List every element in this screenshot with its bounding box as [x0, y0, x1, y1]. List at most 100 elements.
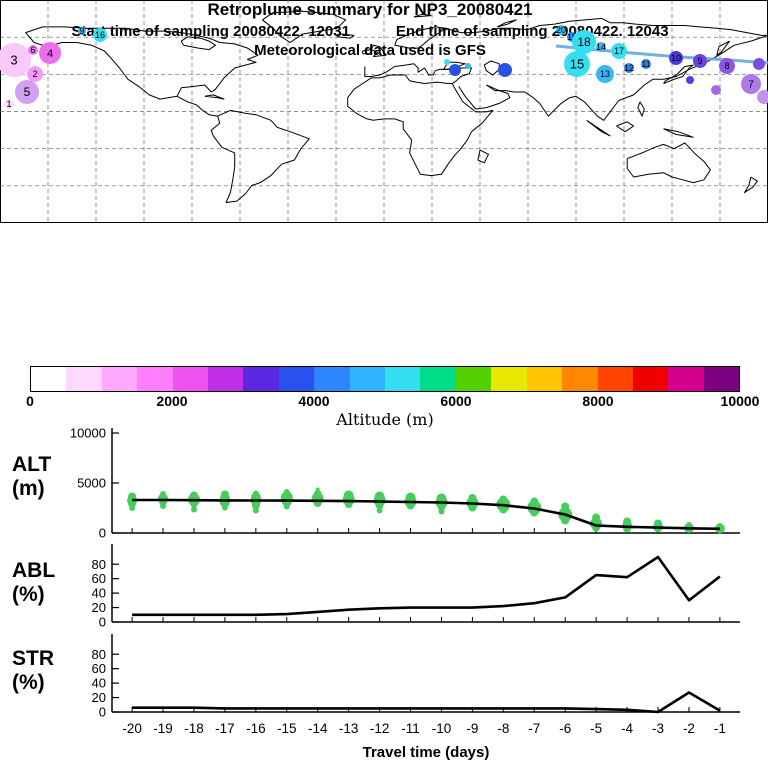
- plume-point-day-label: 18: [577, 35, 591, 49]
- colorbar-tick-labels: 0 2000 4000 6000 8000 10000: [26, 392, 759, 409]
- x-axis-title: Travel time (days): [363, 744, 490, 761]
- plume-point: [444, 59, 450, 65]
- plume-point: [465, 63, 471, 69]
- plume-point: [28, 45, 38, 55]
- plume-point: [596, 42, 606, 52]
- abl-ytick-label: 60: [92, 571, 106, 586]
- page-title: Retroplume summary for NP3_20080421: [207, 0, 533, 19]
- plume-point: [498, 63, 512, 77]
- plume-point: [4, 99, 14, 109]
- plume-point-day-label: 15: [570, 57, 584, 72]
- abl-ytick-label: 80: [92, 557, 106, 572]
- alt-ytick-label: 0: [99, 526, 106, 541]
- str-axis-label: STR (%): [12, 647, 104, 695]
- plume-point: [753, 58, 765, 70]
- alt-ytick-label: 5000: [77, 476, 106, 491]
- plume-point-day-label: 6: [30, 45, 35, 55]
- x-tick-label: -3: [652, 721, 664, 736]
- plume-point: [39, 42, 61, 64]
- abl-ytick-label: 0: [99, 615, 106, 630]
- abl-ytick-label: 40: [92, 586, 106, 601]
- colorbar-segment: [668, 367, 704, 391]
- colorbar-segment: [597, 367, 633, 391]
- str-series-line: [132, 691, 721, 714]
- alt-ytick-label: 10000: [70, 426, 106, 441]
- colorbar-tick-label: 2000: [156, 393, 188, 409]
- abl-axis-label-name: ABL: [12, 559, 56, 582]
- alt-panel: 0 5000 10000: [70, 426, 740, 541]
- colorbar-segment: [526, 367, 563, 391]
- world-map-panel: 3 6 4 2 5 1 9 16 20 19 18 14 17 15 13 12 11 10 9 8 7: [0, 0, 768, 223]
- abl-series-line: [132, 555, 721, 617]
- plume-point: [572, 30, 596, 54]
- abl-ytick-label: 20: [92, 600, 106, 615]
- plume-point: [741, 74, 761, 94]
- x-axis-tick-labels: -20 -19 -18 -17 -16 -15 -14 -13 -12 -11 -10 -9 -8 -7 -…: [122, 721, 726, 736]
- colorbar-tick-label: 6000: [440, 393, 472, 409]
- colorbar-title: Altitude (m): [336, 410, 434, 429]
- colorbar-segment: [455, 367, 492, 391]
- plume-point: [611, 43, 627, 59]
- plume-point: [757, 90, 768, 104]
- abl-axis-label: ABL (%): [12, 559, 104, 607]
- plume-point: [719, 58, 735, 74]
- x-tick-label: -10: [432, 721, 452, 736]
- str-axis-label-name: STR: [12, 647, 54, 670]
- plume-point-day-label: 2: [32, 69, 37, 79]
- colorbar-tick-label: 0: [26, 393, 34, 409]
- plume-point: [0, 43, 31, 77]
- plume-point-day-label: 19: [567, 32, 577, 42]
- plume-point-day-label: 9: [79, 26, 84, 36]
- plume-point-day-label: 11: [641, 59, 650, 69]
- x-tick-label: -1: [714, 721, 726, 736]
- alt-axis-label: ALT (m): [12, 453, 104, 501]
- colorbar-segment: [101, 367, 138, 391]
- coastlines: [25, 10, 768, 203]
- plume-point: [556, 25, 566, 35]
- x-tick-label: -4: [621, 721, 633, 736]
- x-tick-label: -7: [528, 721, 540, 736]
- plume-point-day-label: 4: [47, 48, 53, 60]
- plume-point: [693, 54, 707, 68]
- plume-point-day-label: 1: [6, 99, 11, 109]
- plume-point-day-label: 17: [614, 46, 624, 56]
- x-tick-label: -6: [559, 721, 571, 736]
- plume-point: [596, 65, 614, 83]
- x-tick-label: -8: [497, 721, 509, 736]
- plume-point: [93, 28, 107, 42]
- plume-point: [15, 80, 39, 104]
- plume-point: [78, 27, 86, 35]
- alt-axis-label-name: ALT: [12, 453, 52, 476]
- x-tick-label: -16: [246, 721, 266, 736]
- str-ytick-label: 60: [92, 661, 106, 676]
- plume-point-day-label: 10: [671, 53, 681, 63]
- plume-point: [449, 64, 461, 76]
- plume-point: [624, 63, 634, 73]
- str-ytick-label: 20: [92, 690, 106, 705]
- colorbar-segment: [314, 367, 350, 391]
- plume-point: [711, 85, 721, 95]
- colorbar-segment: [349, 367, 386, 391]
- x-tick-label: -5: [590, 721, 602, 736]
- x-tick-label: -9: [466, 721, 478, 736]
- colorbar-segment: [208, 367, 244, 391]
- colorbar-segment: [172, 367, 209, 391]
- met-data-label: Meteorological data used is GFS: [254, 42, 486, 59]
- x-tick-label: -13: [339, 721, 359, 736]
- colorbar-segment: [66, 367, 102, 391]
- plume-point: [669, 51, 683, 65]
- str-ytick-label: 80: [92, 647, 106, 662]
- end-time-label: End time of sampling 20080422. 12043: [395, 23, 669, 40]
- str-axis-label-unit: (%): [12, 671, 45, 695]
- plume-point: [564, 51, 590, 77]
- colorbar-segment: [31, 367, 67, 391]
- x-tick-label: -20: [122, 721, 142, 736]
- x-tick-label: -18: [184, 721, 204, 736]
- plume-point-day-label: 14: [596, 42, 606, 52]
- colorbar-segment: [385, 367, 421, 391]
- map-gridlines: [0, 0, 768, 223]
